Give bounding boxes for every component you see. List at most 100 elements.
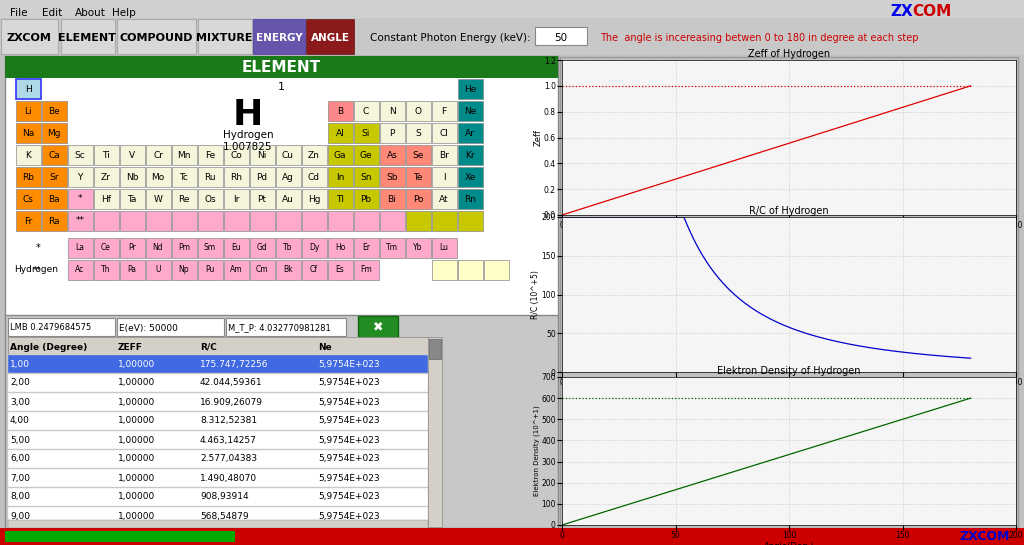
Bar xyxy=(68,260,93,280)
Bar xyxy=(406,189,431,209)
Text: At: At xyxy=(439,195,449,203)
Text: ✖: ✖ xyxy=(373,320,383,334)
Bar xyxy=(354,101,379,121)
Text: 2,00: 2,00 xyxy=(10,378,30,387)
Text: Ac: Ac xyxy=(76,265,85,275)
Text: Th: Th xyxy=(101,265,111,275)
Bar xyxy=(68,167,93,187)
Bar xyxy=(406,101,431,121)
Bar xyxy=(8,393,428,411)
Text: 1.490,48070: 1.490,48070 xyxy=(200,474,257,482)
Bar xyxy=(5,56,558,316)
Text: 568,54879: 568,54879 xyxy=(200,512,249,520)
Bar xyxy=(380,101,406,121)
Text: Tm: Tm xyxy=(386,244,398,252)
Bar xyxy=(198,189,223,209)
Text: File: File xyxy=(10,8,28,18)
Bar xyxy=(146,145,171,165)
Bar xyxy=(406,238,431,258)
Text: Cd: Cd xyxy=(308,173,319,181)
Bar xyxy=(8,450,428,468)
Text: 5,9754E+023: 5,9754E+023 xyxy=(318,435,380,445)
Text: Sr: Sr xyxy=(49,173,58,181)
Text: Cr: Cr xyxy=(153,150,163,160)
Bar xyxy=(8,337,428,355)
Text: 6,00: 6,00 xyxy=(10,455,30,463)
Title: Elektron Density of Hydrogen: Elektron Density of Hydrogen xyxy=(717,366,861,376)
Bar xyxy=(117,318,224,336)
Bar xyxy=(198,211,223,231)
Bar xyxy=(198,145,223,165)
Text: Hg: Hg xyxy=(308,195,321,203)
Bar xyxy=(224,145,249,165)
Text: He: He xyxy=(464,84,476,94)
Text: Er: Er xyxy=(362,244,370,252)
Text: Ne: Ne xyxy=(464,106,476,116)
Text: Br: Br xyxy=(439,150,449,160)
Bar xyxy=(276,167,301,187)
Bar xyxy=(328,123,353,143)
Text: 5,9754E+023: 5,9754E+023 xyxy=(318,474,380,482)
Bar xyxy=(94,189,119,209)
Text: 1,00000: 1,00000 xyxy=(118,512,156,520)
Bar xyxy=(120,189,145,209)
Bar xyxy=(94,238,119,258)
Text: Ni: Ni xyxy=(257,150,266,160)
Bar xyxy=(68,189,93,209)
Text: Pt: Pt xyxy=(257,195,266,203)
Text: Pb: Pb xyxy=(360,195,372,203)
Bar xyxy=(94,145,119,165)
Text: 175.747,72256: 175.747,72256 xyxy=(200,360,268,368)
Text: 5,9754E+023: 5,9754E+023 xyxy=(318,360,380,368)
Text: Ge: Ge xyxy=(359,150,373,160)
Text: Xe: Xe xyxy=(464,173,476,181)
Bar xyxy=(5,531,234,542)
Bar xyxy=(120,211,145,231)
Text: Nb: Nb xyxy=(126,173,138,181)
Bar xyxy=(1,19,58,54)
Text: Co: Co xyxy=(230,150,242,160)
Bar xyxy=(302,238,327,258)
Text: Ra: Ra xyxy=(48,216,59,226)
Bar xyxy=(358,316,398,338)
Bar xyxy=(276,189,301,209)
Text: S: S xyxy=(415,129,421,137)
Text: ENERGY: ENERGY xyxy=(256,33,302,43)
Text: Hf: Hf xyxy=(101,195,111,203)
Bar xyxy=(198,167,223,187)
Text: As: As xyxy=(387,150,397,160)
Text: Eu: Eu xyxy=(231,244,241,252)
Text: W: W xyxy=(154,195,163,203)
Text: Fm: Fm xyxy=(360,265,372,275)
Text: Te: Te xyxy=(414,173,423,181)
Bar xyxy=(42,101,67,121)
X-axis label: Angle(Deg.): Angle(Deg.) xyxy=(764,232,814,241)
Text: 8,00: 8,00 xyxy=(10,493,30,501)
Text: The  angle is incereasing betwen 0 to 180 in degree at each step: The angle is incereasing betwen 0 to 180… xyxy=(600,33,919,43)
Bar xyxy=(16,211,41,231)
Bar xyxy=(16,189,41,209)
Text: 3,00: 3,00 xyxy=(10,397,30,407)
Bar xyxy=(354,145,379,165)
Text: LMB 0.2479684575: LMB 0.2479684575 xyxy=(10,324,91,332)
Text: Rh: Rh xyxy=(230,173,242,181)
Bar xyxy=(250,238,275,258)
Text: Be: Be xyxy=(48,106,59,116)
Text: 1: 1 xyxy=(278,82,285,92)
Text: ZXCOM: ZXCOM xyxy=(6,33,51,43)
Bar xyxy=(8,431,428,449)
Bar xyxy=(250,145,275,165)
Bar xyxy=(8,488,428,506)
Text: U: U xyxy=(156,265,161,275)
Text: Bk: Bk xyxy=(284,265,293,275)
Text: Ca: Ca xyxy=(48,150,59,160)
Text: 5,9754E+023: 5,9754E+023 xyxy=(318,455,380,463)
Bar xyxy=(354,238,379,258)
Text: ANGLE: ANGLE xyxy=(310,33,349,43)
Text: Sb: Sb xyxy=(386,173,397,181)
Bar xyxy=(0,528,1024,545)
Text: Help: Help xyxy=(112,8,136,18)
Bar xyxy=(276,260,301,280)
Bar xyxy=(68,211,93,231)
Bar xyxy=(172,238,197,258)
